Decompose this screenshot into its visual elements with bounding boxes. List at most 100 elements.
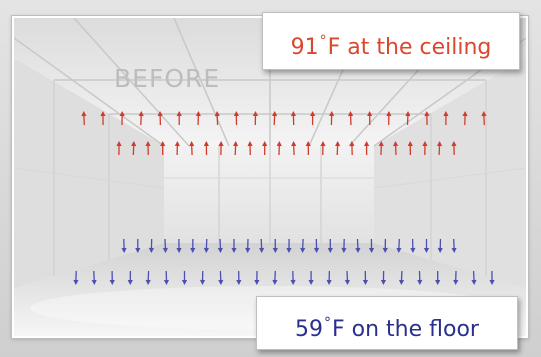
cool-air-arrow bbox=[272, 270, 278, 285]
warm-air-arrow bbox=[424, 111, 430, 126]
cool-air-arrow bbox=[135, 239, 141, 253]
cool-air-arrow bbox=[254, 270, 260, 285]
warm-air-arrow bbox=[310, 111, 316, 125]
warm-air-arrow bbox=[131, 141, 137, 156]
warm-air-arrow bbox=[189, 141, 195, 156]
cool-air-arrow bbox=[341, 238, 347, 253]
warm-air-arrow bbox=[81, 111, 87, 126]
cool-air-arrow bbox=[410, 238, 416, 253]
warm-air-arrow bbox=[271, 111, 278, 126]
cool-air-arrow bbox=[181, 271, 188, 285]
ceiling-temperature-value: 91 bbox=[290, 35, 319, 60]
cool-air-arrow bbox=[355, 238, 361, 253]
warm-air-arrow bbox=[349, 141, 355, 156]
warm-air-arrow bbox=[451, 141, 457, 156]
warm-air-arrow bbox=[290, 111, 297, 126]
cool-air-arrow bbox=[245, 238, 251, 253]
cool-air-arrow bbox=[109, 270, 115, 285]
cool-air-arrow bbox=[290, 270, 296, 285]
cool-air-arrow bbox=[73, 270, 79, 285]
warm-air-arrow bbox=[393, 141, 399, 156]
warm-air-arrow bbox=[145, 141, 151, 156]
warm-air-arrow bbox=[276, 141, 282, 156]
warm-air-arrow bbox=[407, 141, 413, 156]
cool-air-arrow bbox=[148, 238, 155, 253]
warm-air-arrow bbox=[386, 111, 392, 126]
ceiling-degree-symbol: ° bbox=[319, 33, 327, 49]
cool-air-arrow bbox=[231, 239, 237, 253]
warm-air-arrow bbox=[364, 141, 370, 155]
cool-air-arrow bbox=[286, 238, 292, 253]
warm-air-arrow bbox=[214, 111, 220, 126]
warm-air-arrow bbox=[436, 141, 443, 156]
cool-row-1-arrows bbox=[121, 238, 457, 253]
cool-air-arrow bbox=[217, 238, 223, 253]
warm-air-arrow bbox=[160, 141, 166, 155]
floor-temperature-callout: 59°F on the floor bbox=[256, 296, 518, 350]
warm-air-arrow bbox=[116, 141, 122, 156]
cool-air-arrow bbox=[218, 270, 224, 285]
warm-air-arrow bbox=[367, 111, 373, 126]
cool-air-arrow bbox=[203, 238, 210, 253]
cool-air-arrow bbox=[145, 270, 151, 285]
cool-air-arrow bbox=[300, 238, 306, 253]
warm-air-arrow bbox=[405, 111, 411, 126]
before-label: BEFORE bbox=[114, 64, 221, 93]
warm-air-arrow bbox=[329, 111, 335, 126]
cool-air-arrow bbox=[91, 270, 97, 285]
warm-air-arrow bbox=[262, 141, 268, 155]
cool-air-arrow bbox=[344, 270, 350, 285]
warm-air-arrow bbox=[462, 111, 468, 126]
cool-air-arrow bbox=[127, 270, 133, 285]
cool-air-arrow bbox=[163, 270, 170, 285]
warm-air-arrow bbox=[119, 111, 125, 126]
warm-air-row-lower bbox=[14, 138, 526, 158]
ceiling-temperature-callout: 91°F at the ceiling bbox=[262, 12, 520, 70]
warm-air-arrow bbox=[247, 141, 253, 156]
cool-air-arrow bbox=[453, 270, 459, 285]
ceiling-temperature-text: F at the ceiling bbox=[327, 35, 492, 60]
cool-air-arrow bbox=[368, 238, 375, 253]
cool-air-arrow bbox=[313, 238, 320, 253]
warm-air-arrow bbox=[291, 141, 297, 156]
warm-air-arrow bbox=[218, 141, 224, 156]
cool-air-arrow bbox=[199, 270, 206, 285]
warm-air-arrow bbox=[157, 111, 163, 126]
warm-air-arrow bbox=[252, 111, 259, 126]
warm-air-arrow bbox=[378, 141, 384, 156]
cool-air-arrow bbox=[435, 271, 441, 285]
warm-row-1-arrows bbox=[81, 111, 487, 126]
floor-temperature-text: F on the floor bbox=[332, 317, 479, 342]
warm-air-arrow bbox=[100, 111, 106, 126]
warm-air-arrow bbox=[176, 111, 182, 125]
warm-air-arrow bbox=[348, 111, 354, 126]
warm-air-arrow bbox=[138, 111, 144, 126]
warm-air-arrow bbox=[195, 111, 201, 126]
warm-row-2-arrows bbox=[116, 141, 457, 156]
cool-air-arrow bbox=[326, 270, 332, 285]
cool-air-arrow bbox=[258, 238, 265, 253]
cool-air-arrow bbox=[176, 238, 182, 253]
warm-air-arrow bbox=[422, 141, 428, 156]
cool-air-row-upper bbox=[14, 236, 526, 256]
cool-air-arrow bbox=[162, 238, 168, 253]
cool-air-arrow bbox=[190, 238, 196, 253]
floor-temperature-value: 59 bbox=[295, 317, 324, 342]
cool-air-arrow bbox=[362, 270, 369, 285]
cool-air-arrow bbox=[380, 270, 387, 285]
warm-air-arrow bbox=[174, 141, 180, 156]
cool-air-arrow bbox=[382, 238, 388, 253]
cool-row-2-arrows bbox=[73, 270, 495, 285]
floor-degree-symbol: ° bbox=[324, 315, 332, 331]
cool-air-arrow bbox=[272, 238, 278, 253]
warm-air-arrow bbox=[232, 141, 239, 156]
warm-air-row-upper bbox=[14, 108, 526, 128]
cool-air-row-lower bbox=[14, 268, 526, 288]
cool-air-arrow bbox=[327, 239, 333, 253]
cool-air-arrow bbox=[437, 238, 443, 253]
cool-air-arrow bbox=[121, 238, 127, 253]
warm-air-arrow bbox=[481, 111, 487, 126]
warm-air-arrow bbox=[305, 141, 311, 156]
warm-air-arrow bbox=[203, 141, 209, 156]
